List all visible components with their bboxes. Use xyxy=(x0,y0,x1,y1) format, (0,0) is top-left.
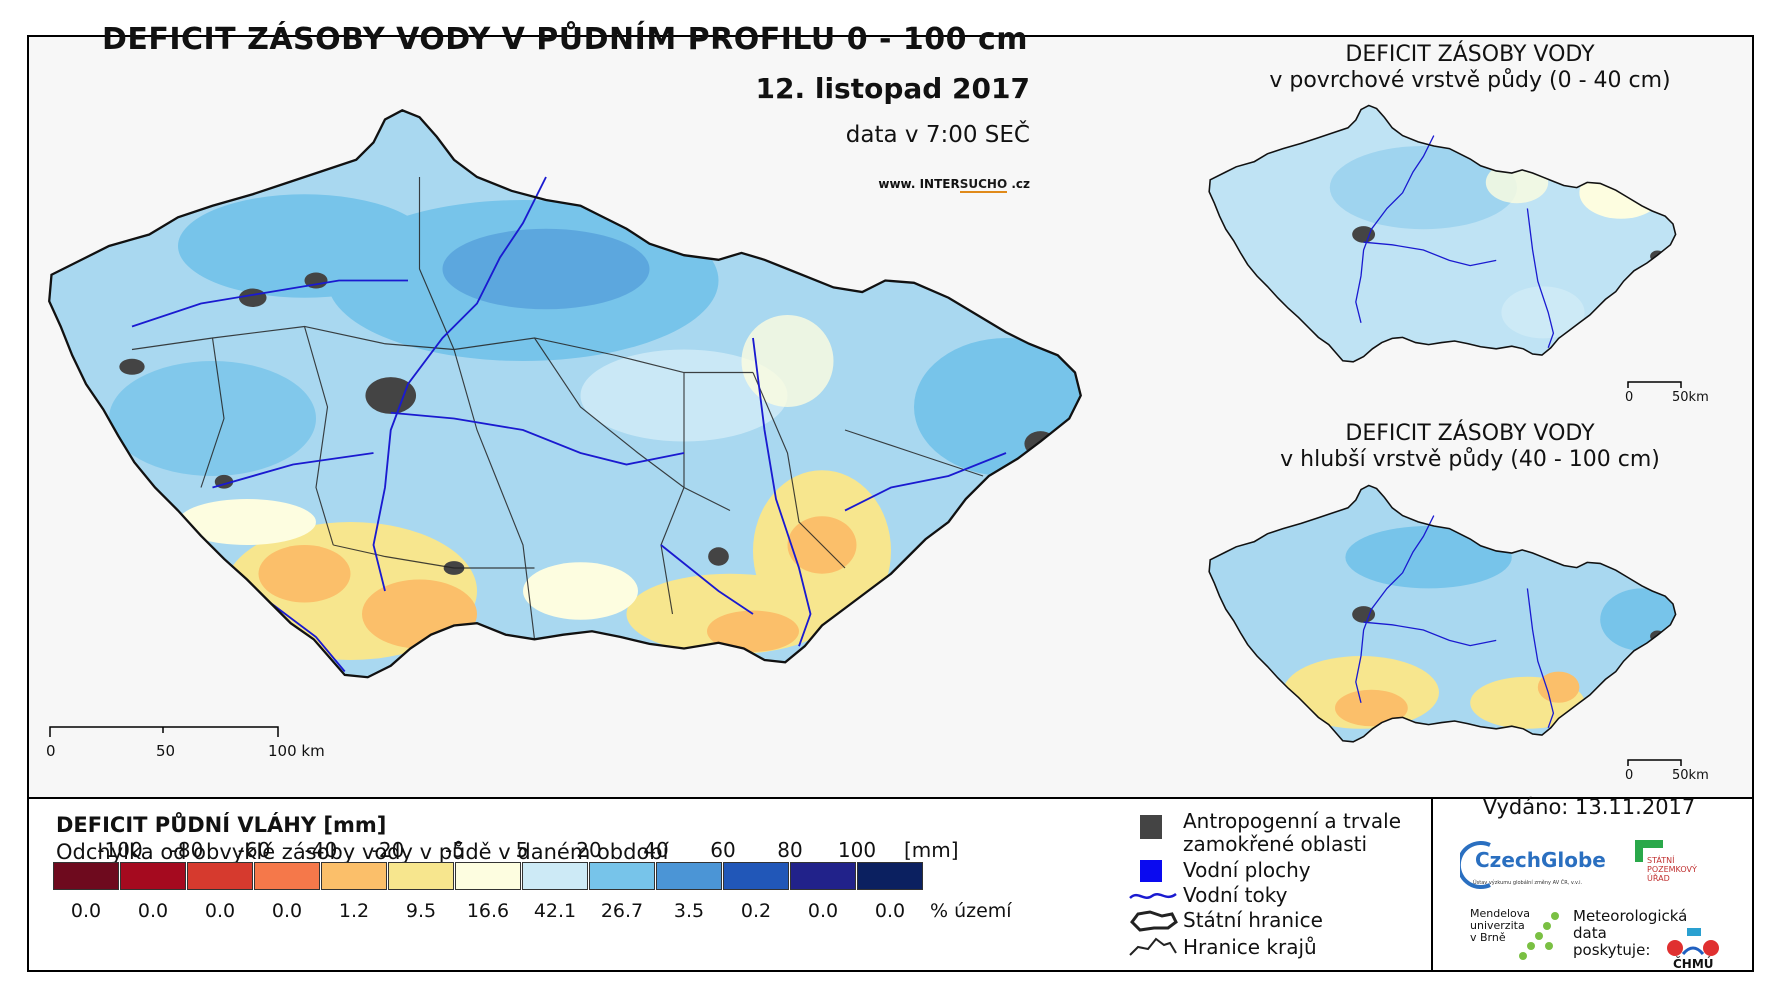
legend-tick-label: 80 xyxy=(777,838,803,862)
river-icon xyxy=(1129,892,1177,899)
chmu-logo xyxy=(1667,928,1719,956)
legend-swatch xyxy=(656,862,722,890)
legend-rivers: Vodní toky xyxy=(1183,883,1288,907)
mendel-name: Mendelova univerzita v Brně xyxy=(1470,907,1531,944)
czechglobe-name: CzechGlobe xyxy=(1475,848,1606,872)
met-data-label: Meteorologická data poskytuje: xyxy=(1573,907,1688,959)
issued-date: Vydáno: 13.11.2017 xyxy=(1482,795,1696,819)
legend-percentage: 9.5 xyxy=(405,900,437,922)
water-body-icon xyxy=(1140,860,1162,882)
spu-logo xyxy=(1635,840,1663,862)
legend-swatch xyxy=(53,862,119,890)
legend-subtitle: Odchylka od obvyklé zásoby vody v půdě v… xyxy=(56,840,669,864)
czechglobe-logo xyxy=(1460,841,1491,889)
legend-swatch xyxy=(321,862,387,890)
legend-percentage: 26.7 xyxy=(600,900,644,922)
main-scale-bar xyxy=(49,726,279,737)
spu-name: STÁTNÍ POZEMKOVÝ ÚŘAD xyxy=(1647,856,1697,883)
legend-swatch xyxy=(254,862,320,890)
legend-swatch xyxy=(120,862,186,890)
legend-tick-label: -40 xyxy=(304,838,338,862)
map-date: 12. listopad 2017 xyxy=(755,72,1031,105)
legend-percentage: 0.0 xyxy=(70,900,102,922)
inset-bottom-map xyxy=(1208,484,1677,743)
legend-percentage: 3.5 xyxy=(673,900,705,922)
scale-label: 0 xyxy=(1625,768,1634,783)
divider xyxy=(1431,799,1433,970)
legend-swatch xyxy=(522,862,588,890)
inset-top-title: DEFICIT ZÁSOBY VODY v povrchové vrstvě p… xyxy=(1269,42,1671,93)
legend-percentage: 1.2 xyxy=(338,900,370,922)
legend-tick-label: 40 xyxy=(643,838,669,862)
legend-title: DEFICIT PŮDNÍ VLÁHY [mm] xyxy=(56,813,387,837)
data-time: data v 7:00 SEČ xyxy=(845,122,1030,148)
legend-tick-label: 5 xyxy=(515,838,529,862)
legend-percentage: 0.0 xyxy=(204,900,236,922)
divider xyxy=(29,797,1752,799)
legend-swatch xyxy=(857,862,923,890)
percent-unit: % území xyxy=(930,900,1012,922)
inset-top-scale-bar xyxy=(1627,381,1682,388)
legend-tick-label: -20 xyxy=(371,838,405,862)
legend-percentage: 16.6 xyxy=(466,900,510,922)
website-label: www. INTERSUCHO .cz xyxy=(878,177,1030,193)
legend-tick-label: -100 xyxy=(97,838,143,862)
chmu-name: ČHMÚ xyxy=(1673,957,1714,971)
legend-percentage: 0.0 xyxy=(271,900,303,922)
main-title: DEFICIT ZÁSOBY VODY V PŮDNÍM PROFILU 0 -… xyxy=(101,22,1029,57)
region-border-icon xyxy=(1129,937,1177,956)
legend-swatch xyxy=(790,862,856,890)
scale-label: 0 xyxy=(46,742,56,760)
legend-tick-label: -80 xyxy=(170,838,204,862)
scale-label: 50 xyxy=(156,742,176,760)
legend-swatch xyxy=(723,862,789,890)
legend-percentage: 0.0 xyxy=(874,900,906,922)
inset-bottom-scale-bar xyxy=(1627,759,1682,766)
scale-label: 100 km xyxy=(268,742,325,760)
legend-swatch xyxy=(455,862,521,890)
legend-tick-label: 60 xyxy=(710,838,736,862)
mendel-logo xyxy=(1519,912,1559,960)
czechglobe-subtitle: Ústav výzkumu globální změny AV ČR, v.v.… xyxy=(1473,880,1583,886)
legend-tick-label: 20 xyxy=(576,838,602,862)
legend-tick-label: 100 xyxy=(837,838,877,862)
inset-top-map xyxy=(1208,104,1677,363)
logos-panel: CzechGlobe Ústav výzkumu globální změny … xyxy=(1425,828,1721,973)
legend-percentage: 0.0 xyxy=(137,900,169,922)
legend-percentage: 0.2 xyxy=(740,900,772,922)
scale-label: 0 xyxy=(1625,390,1634,405)
scale-label: 50km xyxy=(1672,390,1709,405)
legend-region-border: Hranice krajů xyxy=(1183,935,1317,959)
legend-swatch xyxy=(589,862,655,890)
legend-swatch xyxy=(187,862,253,890)
legend-percentage: 42.1 xyxy=(533,900,577,922)
main-map xyxy=(48,109,1082,679)
legend-urban: Antropogenní a trvale zamokřené oblasti xyxy=(1183,809,1402,856)
legend-percentage: 0.0 xyxy=(807,900,839,922)
legend-unit: [mm] xyxy=(904,838,959,862)
legend-swatch xyxy=(388,862,454,890)
urban-area-icon xyxy=(1140,815,1162,839)
legend-tick-label: -5 xyxy=(445,838,465,862)
legend-tick-label: -60 xyxy=(237,838,271,862)
scale-label: 50km xyxy=(1672,768,1709,783)
inset-bottom-title: DEFICIT ZÁSOBY VODY v hlubší vrstvě půdy… xyxy=(1280,421,1660,472)
legend-state-border: Státní hranice xyxy=(1183,908,1323,932)
legend-water-bodies: Vodní plochy xyxy=(1183,858,1311,882)
state-border-icon xyxy=(1130,910,1178,932)
